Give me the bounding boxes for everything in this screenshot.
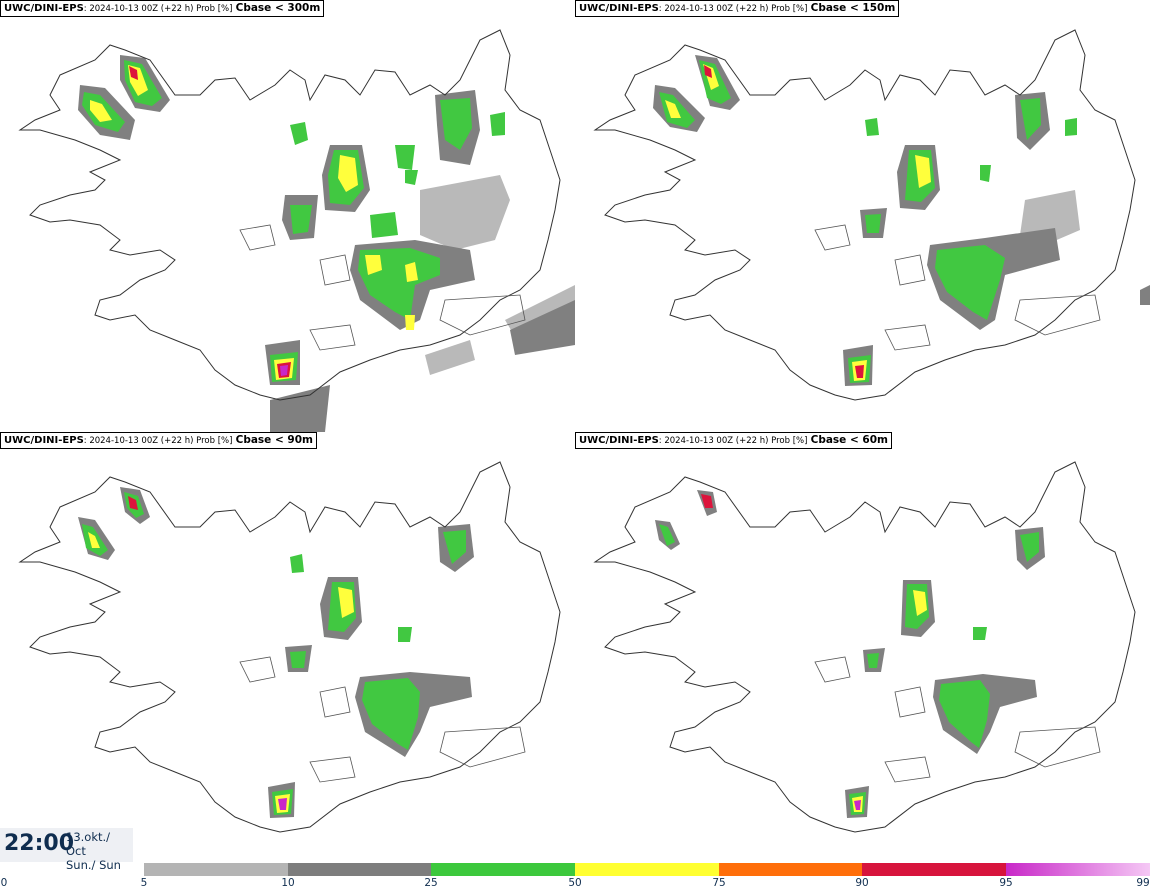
panel-source: UWC/DINI-EPS xyxy=(4,3,84,14)
panel-source: UWC/DINI-EPS xyxy=(579,3,659,14)
probability-field xyxy=(653,55,1150,386)
valid-time-clock: 22:00 xyxy=(4,831,75,856)
iceland-map xyxy=(593,29,1150,401)
panel-variable: Cbase < 300m xyxy=(235,2,321,14)
panel-variable: Cbase < 150m xyxy=(810,2,896,14)
legend-seg-95-99 xyxy=(1006,863,1150,876)
panel-title: UWC/DINI-EPS: 2024-10-13 00Z (+22 h) Pro… xyxy=(575,432,892,449)
legend-tick: 0 xyxy=(0,877,8,889)
legend-seg-5-10 xyxy=(144,863,288,876)
legend-tick-labels: 0 5 10 25 50 75 90 95 99 xyxy=(0,877,1150,891)
legend-tick: 10 xyxy=(281,877,295,889)
legend-tick: 5 xyxy=(140,877,148,889)
panel-meta: : 2024-10-13 00Z (+22 h) Prob [%] xyxy=(658,436,808,446)
color-legend xyxy=(144,863,1150,876)
probability-field xyxy=(655,490,1045,818)
iceland-map xyxy=(18,461,561,833)
map-panel-90m: UWC/DINI-EPS: 2024-10-13 00Z (+22 h) Pro… xyxy=(0,432,575,864)
legend-tick: 90 xyxy=(855,877,869,889)
valid-time-date: 13.okt./ Oct Sun./ Sun xyxy=(66,830,133,872)
coastline xyxy=(18,29,561,401)
valid-day-line: Sun./ Sun xyxy=(66,858,121,872)
map-panel-60m: UWC/DINI-EPS: 2024-10-13 00Z (+22 h) Pro… xyxy=(575,432,1150,864)
glacier-outlines xyxy=(814,224,1101,351)
map-panel-300m: UWC/DINI-EPS: 2024-10-13 00Z (+22 h) Pro… xyxy=(0,0,575,432)
coastline xyxy=(593,29,1136,401)
panel-meta: : 2024-10-13 00Z (+22 h) Prob [%] xyxy=(83,436,233,446)
glacier-outlines xyxy=(814,656,1101,783)
probability-field xyxy=(78,55,575,432)
panel-meta: : 2024-10-13 00Z (+22 h) Prob [%] xyxy=(658,4,808,14)
panel-source: UWC/DINI-EPS xyxy=(4,435,84,446)
panel-variable: Cbase < 60m xyxy=(810,434,888,446)
iceland-map xyxy=(18,29,575,432)
legend-tick: 75 xyxy=(712,877,726,889)
legend-seg-90-95 xyxy=(862,863,1006,876)
panel-title: UWC/DINI-EPS: 2024-10-13 00Z (+22 h) Pro… xyxy=(575,0,900,17)
legend-seg-10-25 xyxy=(288,863,431,876)
panel-meta: : 2024-10-13 00Z (+22 h) Prob [%] xyxy=(83,4,233,14)
legend-seg-75-90 xyxy=(719,863,862,876)
panel-title: UWC/DINI-EPS: 2024-10-13 00Z (+22 h) Pro… xyxy=(0,432,317,449)
map-panel-150m: UWC/DINI-EPS: 2024-10-13 00Z (+22 h) Pro… xyxy=(575,0,1150,432)
coastline xyxy=(18,461,561,833)
legend-tick: 95 xyxy=(999,877,1013,889)
panel-source: UWC/DINI-EPS xyxy=(579,435,659,446)
coastline xyxy=(593,461,1136,833)
legend-seg-50-75 xyxy=(575,863,719,876)
glacier-outlines xyxy=(239,656,526,783)
legend-tick: 50 xyxy=(568,877,582,889)
iceland-map xyxy=(593,461,1136,833)
panel-title: UWC/DINI-EPS: 2024-10-13 00Z (+22 h) Pro… xyxy=(0,0,325,17)
valid-date-line: 13.okt./ Oct xyxy=(66,830,111,858)
valid-time-box: 22:00 13.okt./ Oct Sun./ Sun xyxy=(0,828,133,872)
legend-tick: 25 xyxy=(424,877,438,889)
panel-variable: Cbase < 90m xyxy=(235,434,313,446)
probability-field xyxy=(78,487,474,818)
glacier-outlines xyxy=(239,224,526,351)
legend-seg-25-50 xyxy=(431,863,575,876)
legend-tick: 99 xyxy=(1136,877,1150,889)
